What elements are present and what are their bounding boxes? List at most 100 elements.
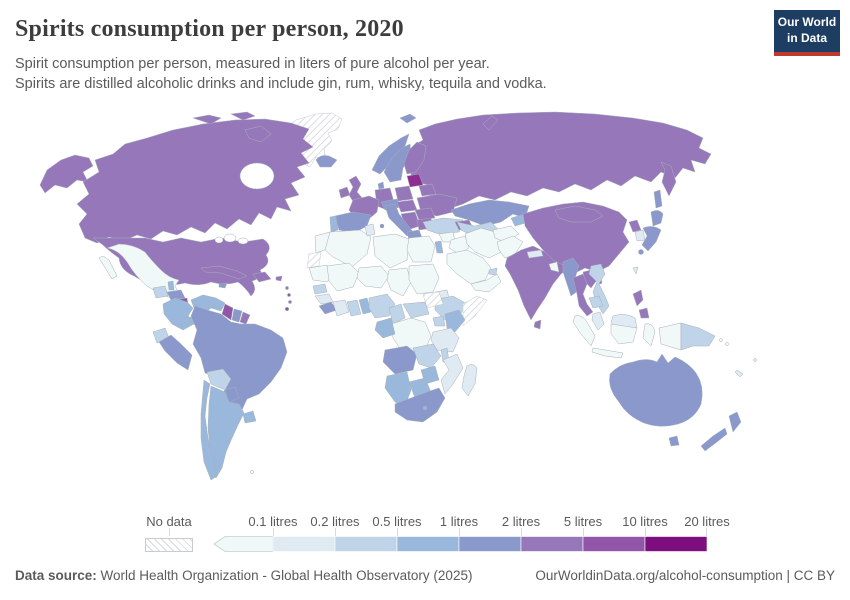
country-mexico[interactable] <box>106 243 180 299</box>
country-sri-lanka[interactable] <box>533 319 542 330</box>
country-saudi-arabia[interactable] <box>446 249 492 285</box>
legend-swatch-3[interactable] <box>396 536 460 552</box>
country-new-zealand-south[interactable] <box>700 427 728 452</box>
country-brazil[interactable] <box>190 305 288 413</box>
country-argentina[interactable] <box>207 385 245 479</box>
legend-color-bar[interactable] <box>213 536 708 557</box>
country-mozambique[interactable] <box>440 353 464 395</box>
country-niger[interactable] <box>356 265 390 289</box>
legend-no-data-swatch[interactable] <box>145 538 193 552</box>
country-sudan[interactable] <box>408 263 440 295</box>
country-baltic-states[interactable] <box>406 173 424 188</box>
country-papua-new-guinea[interactable] <box>680 322 716 351</box>
country-somalia-nodata[interactable] <box>462 295 488 327</box>
legend-swatch-1[interactable] <box>272 536 336 552</box>
country-kenya[interactable] <box>444 309 466 333</box>
country-japan-kyushu[interactable] <box>638 249 644 255</box>
country-novaya-zemlya[interactable] <box>482 115 499 131</box>
country-israel-jordan[interactable] <box>434 240 444 254</box>
country-bangladesh[interactable] <box>548 261 560 273</box>
country-lesotho[interactable] <box>422 405 428 411</box>
legend-swatch-6[interactable] <box>582 536 646 552</box>
country-vietnam[interactable] <box>588 263 610 315</box>
country-mali[interactable] <box>326 262 360 292</box>
country-cuba[interactable] <box>200 265 248 280</box>
country-mexico-baja[interactable] <box>98 255 118 280</box>
country-ivory-coast[interactable] <box>332 299 350 317</box>
country-uae[interactable] <box>488 267 498 276</box>
country-new-zealand-north[interactable] <box>728 411 742 433</box>
country-north-korea[interactable] <box>628 219 642 233</box>
country-china[interactable] <box>522 201 630 275</box>
country-honduras[interactable] <box>166 289 186 301</box>
country-turkey[interactable] <box>422 217 464 235</box>
country-puerto-rico[interactable] <box>275 275 283 282</box>
country-jamaica[interactable] <box>218 282 228 289</box>
country-russia[interactable] <box>408 111 712 209</box>
country-western-sahara-nodata[interactable] <box>306 251 322 269</box>
country-japan-hokkaido[interactable] <box>650 210 664 227</box>
country-senegal[interactable] <box>312 283 328 295</box>
country-czechia-hungary[interactable] <box>396 199 418 213</box>
country-libya[interactable] <box>372 233 410 269</box>
country-canada[interactable] <box>76 118 314 244</box>
legend-swatch-7[interactable] <box>644 536 708 552</box>
country-nepal[interactable] <box>526 249 544 259</box>
country-solomon[interactable] <box>725 342 729 346</box>
country-trinidad[interactable] <box>284 306 290 312</box>
country-tanzania[interactable] <box>430 327 460 353</box>
country-indonesia-borneo[interactable] <box>610 323 638 345</box>
country-iceland[interactable] <box>315 155 338 168</box>
country-arctic-island[interactable] <box>230 111 256 121</box>
country-japan-honshu[interactable] <box>641 226 662 252</box>
country-indonesia-sumatra[interactable] <box>572 315 596 347</box>
country-solomon[interactable] <box>719 338 723 342</box>
country-uganda[interactable] <box>432 315 446 327</box>
country-poland[interactable] <box>394 185 414 202</box>
country-philippines-mindanao[interactable] <box>638 307 650 319</box>
country-antilles[interactable] <box>288 300 292 304</box>
country-guyana[interactable] <box>221 303 234 321</box>
country-malaysia[interactable] <box>591 311 605 331</box>
country-bolivia[interactable] <box>206 368 232 391</box>
license-link[interactable]: OurWorldinData.org/alcohol-consumption |… <box>535 568 835 583</box>
legend-swatch-5[interactable] <box>520 536 584 552</box>
country-colombia[interactable] <box>162 297 194 331</box>
country-ireland[interactable] <box>338 186 351 199</box>
country-peru[interactable] <box>158 334 193 371</box>
country-south-korea[interactable] <box>634 229 646 242</box>
country-tasmania[interactable] <box>668 435 680 447</box>
country-indonesia-sulawesi[interactable] <box>642 323 656 347</box>
legend-swatch-4[interactable] <box>458 536 522 552</box>
country-mongolia[interactable] <box>554 205 604 223</box>
country-finland[interactable] <box>403 141 427 175</box>
country-madagascar[interactable] <box>461 364 478 397</box>
legend-swatch-0[interactable] <box>213 536 274 552</box>
country-south-africa[interactable] <box>394 387 446 423</box>
country-australia[interactable] <box>609 353 703 427</box>
country-yemen-oman[interactable] <box>470 273 502 293</box>
country-suriname[interactable] <box>231 308 243 323</box>
country-arctic-island[interactable] <box>192 114 222 125</box>
country-togo-benin[interactable] <box>358 297 372 315</box>
country-belarus[interactable] <box>418 183 437 197</box>
country-zambia[interactable] <box>412 343 442 369</box>
country-central-african-republic[interactable] <box>402 301 430 319</box>
country-uruguay[interactable] <box>242 410 257 424</box>
country-indonesia-java[interactable] <box>591 347 624 359</box>
country-denmark[interactable] <box>377 181 385 190</box>
country-alaska[interactable] <box>39 154 94 194</box>
country-french-guiana[interactable] <box>239 311 251 325</box>
country-norway[interactable] <box>371 133 410 175</box>
country-hispaniola[interactable] <box>252 271 272 283</box>
country-falkland[interactable] <box>250 470 254 474</box>
country-romania[interactable] <box>414 207 436 221</box>
country-guatemala[interactable] <box>152 285 169 299</box>
country-algeria[interactable] <box>324 229 372 268</box>
country-baffin-island[interactable] <box>244 125 272 143</box>
country-tunisia[interactable] <box>364 223 376 237</box>
country-angola[interactable] <box>382 345 418 375</box>
country-gabon-congo[interactable] <box>374 317 396 339</box>
country-fiji[interactable] <box>753 358 757 362</box>
country-svalbard[interactable] <box>399 113 417 124</box>
